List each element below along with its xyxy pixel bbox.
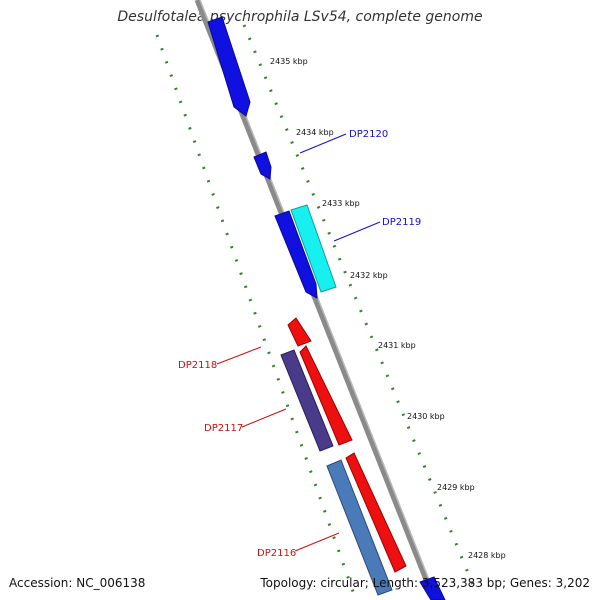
leader-dp2117 (241, 408, 287, 428)
tick-label-2434: 2434 kbp (296, 128, 334, 137)
gene-dp2118-small (287, 317, 312, 347)
gene-label-dp2116[interactable]: DP2116 (257, 548, 296, 559)
tick-label-2428: 2428 kbp (468, 551, 506, 560)
gene-dp2116 (326, 459, 393, 596)
gene-dp2119 (290, 204, 337, 293)
inner-dot-track (242, 24, 477, 591)
gene-label-dp2119[interactable]: DP2119 (382, 217, 421, 228)
gene-dp2118 (299, 345, 353, 446)
gene-label-dp2118[interactable]: DP2118 (178, 360, 217, 371)
tick-label-2433: 2433 kbp (322, 199, 360, 208)
genome-summary-text: Topology: circular; Length: 3,523,383 bp… (260, 576, 590, 590)
tick-label-2435: 2435 kbp (270, 57, 308, 66)
gene-upper-blue (207, 16, 251, 117)
leader-dp2118 (216, 346, 262, 365)
tick-label-2431: 2431 kbp (378, 341, 416, 350)
outer-dot-track (155, 34, 358, 600)
tick-label-2432: 2432 kbp (350, 271, 388, 280)
accession-text: Accession: NC_006138 (9, 576, 146, 590)
gene-dp2119-shadow (274, 210, 318, 299)
gene-bottom-blue (419, 576, 446, 600)
tick-label-2429: 2429 kbp (437, 483, 475, 492)
gene-label-dp2117[interactable]: DP2117 (204, 423, 243, 434)
leader-dp2120 (299, 133, 347, 154)
gene-dp2116-red (345, 452, 407, 573)
leader-dp2119 (333, 221, 381, 242)
gene-dp2117 (280, 349, 334, 452)
gene-label-dp2120[interactable]: DP2120 (349, 129, 388, 140)
leader-dp2116 (294, 532, 340, 552)
gene-dp2120 (253, 151, 272, 180)
tick-label-2430: 2430 kbp (407, 412, 445, 421)
